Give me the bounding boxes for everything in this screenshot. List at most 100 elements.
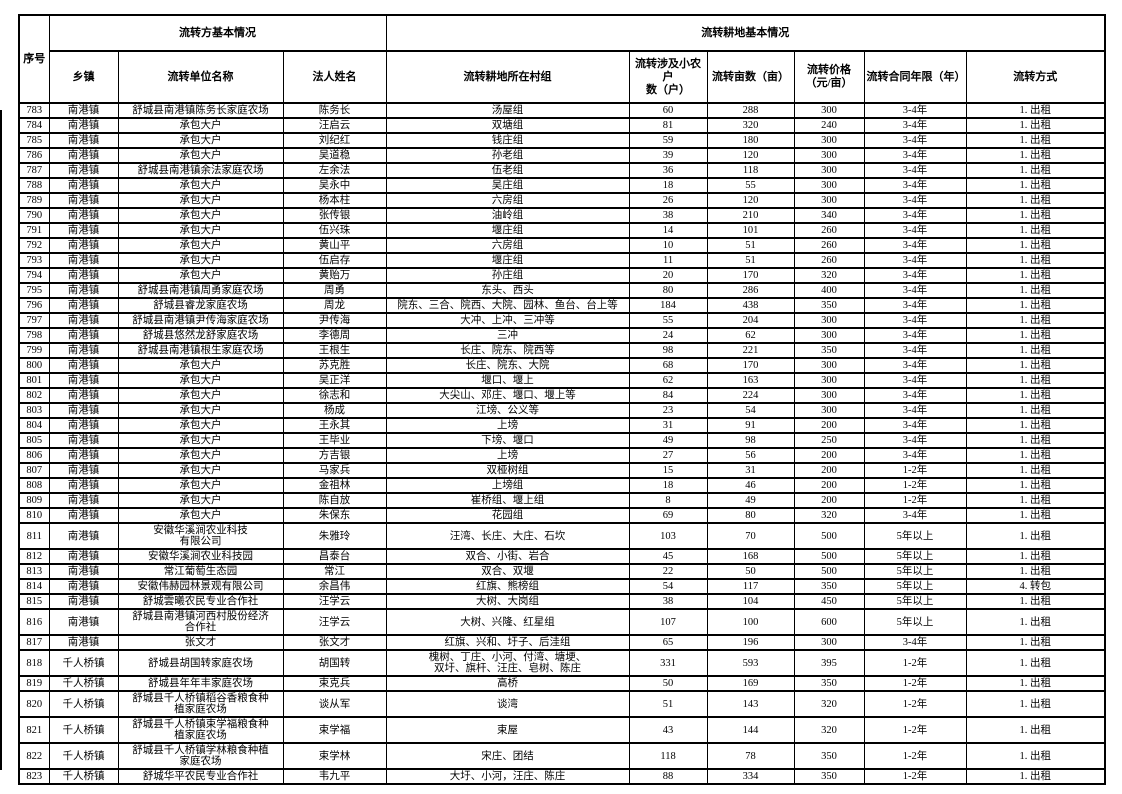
cell-township: 南港镇 (48, 102, 119, 119)
cell-mode: 1. 出租 (965, 593, 1106, 610)
cell-households: 38 (628, 593, 708, 610)
cell-no: 793 (18, 252, 50, 269)
table-row: 794 南港镇 承包大户 黄贻万 孙庄组 20 170 320 3-4年 1. 出租 (18, 267, 1106, 284)
cell-unit: 承包大户 (117, 267, 284, 284)
cell-village: 大尖山、邓庄、堰口、堰上等 (385, 387, 630, 404)
cell-unit: 承包大户 (117, 117, 284, 134)
cell-price: 350 (793, 342, 865, 359)
cell-mu: 50 (706, 563, 795, 580)
cell-mu: 221 (706, 342, 795, 359)
table-row: 785 南港镇 承包大户 刘纪红 钱庄组 59 180 300 3-4年 1. 出租 (18, 132, 1106, 149)
cell-unit: 舒城县千人桥镇稻谷香粮食种 植家庭农场 (117, 690, 284, 718)
cell-township: 南港镇 (48, 578, 119, 595)
cell-term: 5年以上 (863, 563, 967, 580)
table-row: 793 南港镇 承包大户 伍启存 堰庄组 11 51 260 3-4年 1. 出租 (18, 252, 1106, 269)
cell-legal: 王永其 (282, 417, 387, 434)
cell-no: 807 (18, 462, 50, 479)
cell-village: 上塝 (385, 417, 630, 434)
cell-term: 3-4年 (863, 357, 967, 374)
cell-mu: 593 (706, 649, 795, 677)
cell-unit: 舒城县悠然龙舒家庭农场 (117, 327, 284, 344)
table-row: 787 南港镇 舒城县南港镇余法家庭农场 左余法 伍老组 36 118 300 3-4年 1. 出… (18, 162, 1106, 179)
cell-no: 802 (18, 387, 50, 404)
cell-village: 长庄、院东、院西等 (385, 342, 630, 359)
cell-mu: 98 (706, 432, 795, 449)
cell-unit: 舒城县南港镇尹传海家庭农场 (117, 312, 284, 329)
cell-no: 819 (18, 675, 50, 692)
cell-term: 3-4年 (863, 372, 967, 389)
cell-no: 787 (18, 162, 50, 179)
cell-mu: 120 (706, 147, 795, 164)
cell-term: 3-4年 (863, 634, 967, 651)
cell-households: 24 (628, 327, 708, 344)
cell-unit: 承包大户 (117, 372, 284, 389)
cell-term: 5年以上 (863, 548, 967, 565)
cell-price: 350 (793, 742, 865, 770)
cell-price: 200 (793, 462, 865, 479)
cell-term: 3-4年 (863, 387, 967, 404)
cell-village: 孙老组 (385, 147, 630, 164)
cell-village: 上塝 (385, 447, 630, 464)
cell-unit: 舒城县胡国转家庭农场 (117, 649, 284, 677)
table-row: 810 南港镇 承包大户 朱保东 花园组 69 80 320 3-4年 1. 出租 (18, 507, 1106, 524)
cell-mu: 101 (706, 222, 795, 239)
cell-price: 300 (793, 634, 865, 651)
cell-mu: 117 (706, 578, 795, 595)
cell-no: 797 (18, 312, 50, 329)
cell-village: 汪湾、长庄、大庄、石坎 (385, 522, 630, 550)
cell-no: 803 (18, 402, 50, 419)
cell-legal: 李德周 (282, 327, 387, 344)
table-row: 798 南港镇 舒城县悠然龙舒家庭农场 李德周 三冲 24 62 300 3-4年 1. 出租 (18, 327, 1106, 344)
cell-township: 南港镇 (48, 432, 119, 449)
cell-village: 三冲 (385, 327, 630, 344)
cell-legal: 昌泰台 (282, 548, 387, 565)
cell-village: 红旗、兴和、圩子、后洼组 (385, 634, 630, 651)
cell-households: 51 (628, 690, 708, 718)
header-group-transferor: 流转方基本情况 (48, 14, 387, 52)
cell-price: 400 (793, 282, 865, 299)
table-row: 815 南港镇 舒城雲曦农民专业合作社 汪学云 大树、大岗组 38 104 450 5年以上 1.… (18, 593, 1106, 610)
cell-village: 束屋 (385, 716, 630, 744)
table-row: 800 南港镇 承包大户 苏克胜 长庄、院东、大院 68 170 300 3-4年 1. 出租 (18, 357, 1106, 374)
cell-no: 811 (18, 522, 50, 550)
cell-mode: 1. 出租 (965, 507, 1106, 524)
cell-term: 3-4年 (863, 282, 967, 299)
cell-township: 南港镇 (48, 132, 119, 149)
cell-price: 350 (793, 768, 865, 785)
cell-legal: 徐志和 (282, 387, 387, 404)
cell-village: 油岭组 (385, 207, 630, 224)
cell-no: 795 (18, 282, 50, 299)
cell-households: 10 (628, 237, 708, 254)
cell-unit: 承包大户 (117, 462, 284, 479)
cell-township: 南港镇 (48, 192, 119, 209)
cell-village: 双桠树组 (385, 462, 630, 479)
table-row: 792 南港镇 承包大户 黄山平 六房组 10 51 260 3-4年 1. 出租 (18, 237, 1106, 254)
cell-mode: 1. 出租 (965, 252, 1106, 269)
cell-no: 783 (18, 102, 50, 119)
header-mode: 流转方式 (965, 50, 1106, 104)
cell-unit: 承包大户 (117, 132, 284, 149)
cell-term: 3-4年 (863, 417, 967, 434)
cell-township: 千人桥镇 (48, 768, 119, 785)
cell-price: 450 (793, 593, 865, 610)
cell-village: 吴庄组 (385, 177, 630, 194)
cell-legal: 王毕业 (282, 432, 387, 449)
cell-term: 3-4年 (863, 267, 967, 284)
cell-village: 堰庄组 (385, 222, 630, 239)
table-row: 823 千人桥镇 舒城华平农民专业合作社 韦九平 大圩、小河，汪庄、陈庄 88 334 350… (18, 768, 1106, 785)
cell-village: 上塝组 (385, 477, 630, 494)
cell-mu: 70 (706, 522, 795, 550)
header-group-land: 流转耕地基本情况 (385, 14, 1106, 52)
cell-mu: 51 (706, 252, 795, 269)
cell-term: 3-4年 (863, 327, 967, 344)
cell-unit: 承包大户 (117, 237, 284, 254)
cell-mode: 1. 出租 (965, 492, 1106, 509)
cell-village: 伍老组 (385, 162, 630, 179)
cell-unit: 承包大户 (117, 507, 284, 524)
cell-price: 300 (793, 402, 865, 419)
cell-no: 794 (18, 267, 50, 284)
cell-term: 5年以上 (863, 522, 967, 550)
cell-unit: 常江葡萄生态园 (117, 563, 284, 580)
cell-legal: 常江 (282, 563, 387, 580)
cell-term: 1-2年 (863, 462, 967, 479)
